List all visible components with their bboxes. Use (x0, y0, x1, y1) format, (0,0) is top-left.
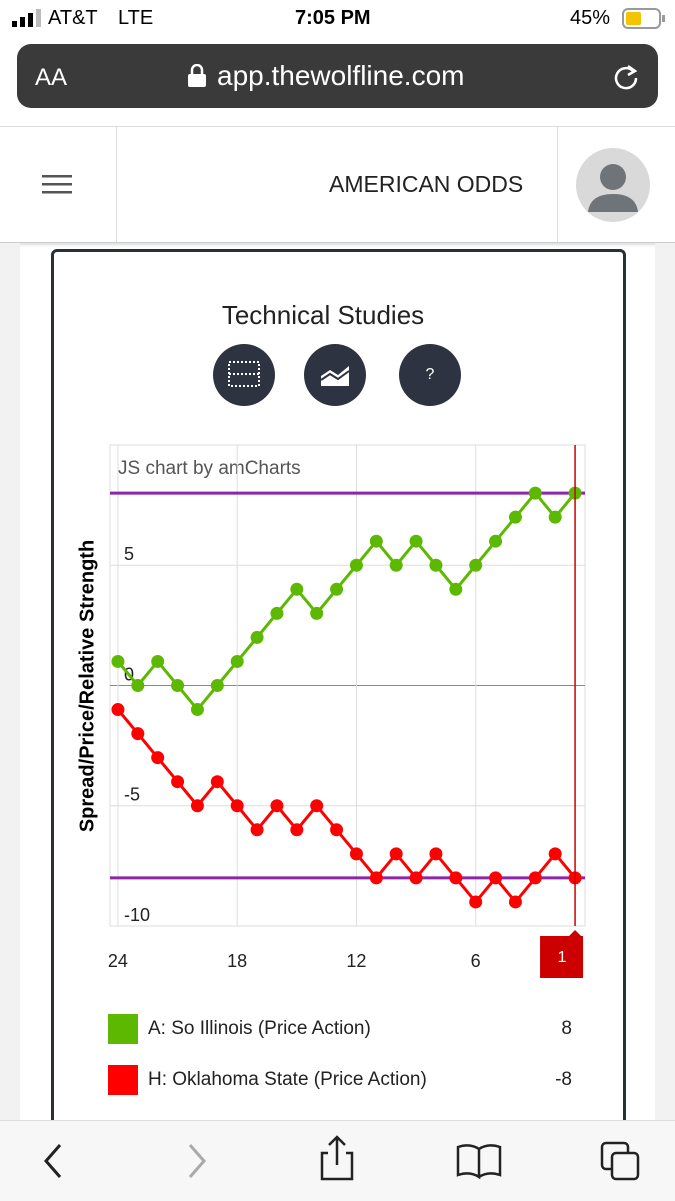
bookmarks-button[interactable] (456, 1144, 502, 1180)
data-point (508, 510, 522, 524)
data-point (270, 606, 284, 620)
reload-icon[interactable] (611, 62, 641, 92)
text-size-button[interactable]: AA (35, 64, 68, 91)
data-point (469, 895, 483, 909)
series-line (116, 490, 577, 712)
app-header: AMERICAN ODDS (0, 126, 675, 243)
share-button[interactable] (320, 1135, 354, 1181)
data-point (111, 703, 125, 717)
data-point (349, 847, 363, 861)
toolbar-icons (44, 1135, 640, 1181)
cursor-label-box (540, 930, 584, 978)
toolbar-button[interactable]: ? (399, 344, 461, 406)
data-point (250, 823, 264, 837)
y-tick-label: -10 (124, 905, 150, 925)
profile-cell[interactable] (557, 127, 675, 242)
data-point (270, 799, 284, 813)
toolbar-button[interactable] (304, 344, 366, 406)
data-point (489, 871, 503, 885)
menu-icon[interactable] (42, 175, 72, 195)
legend-swatch (108, 1065, 138, 1095)
lock-icon (188, 64, 206, 87)
data-point (389, 558, 403, 572)
battery-icon (622, 8, 665, 29)
url[interactable]: app.thewolfline.com (217, 60, 465, 91)
legend-value: 8 (561, 1018, 572, 1039)
x-tick-label: 18 (227, 951, 247, 971)
header-title: AMERICAN ODDS (329, 171, 524, 197)
data-point (131, 679, 145, 692)
legend-value: -8 (555, 1069, 572, 1090)
help-button-label[interactable]: ? (426, 366, 435, 383)
menu-button[interactable] (0, 127, 117, 242)
data-point (389, 847, 403, 861)
data-point (409, 871, 423, 885)
data-point (190, 799, 204, 813)
legend-label: H: Oklahoma State (Price Action) (148, 1069, 427, 1090)
data-point (310, 606, 324, 620)
data-point (151, 654, 165, 668)
time: 7:05 PM (295, 7, 371, 29)
browser-toolbar (0, 1120, 675, 1201)
data-point (250, 630, 264, 644)
data-point (449, 582, 463, 596)
x-tick-label: 6 (471, 951, 481, 971)
data-point (489, 534, 503, 548)
x-tick-label: 24 (108, 951, 128, 971)
legend-label: A: So Illinois (Price Action) (148, 1018, 371, 1039)
data-point (131, 727, 145, 741)
chart-title: Technical Studies (222, 300, 424, 330)
data-point (230, 654, 244, 668)
data-point (210, 775, 224, 789)
chart: Technical Studies ? JS chart by amCharts… (76, 300, 586, 1095)
data-point (469, 558, 483, 572)
url-bar[interactable]: AA app.thewolfline.com (17, 44, 658, 108)
data-point (429, 558, 443, 572)
x-tick-label: 12 (346, 951, 366, 971)
data-point (429, 847, 443, 861)
carrier: AT&T (48, 7, 98, 29)
data-point (290, 582, 304, 596)
y-tick-label: -5 (124, 785, 140, 805)
data-point (369, 534, 383, 548)
data-point (409, 534, 423, 548)
data-point (151, 751, 165, 765)
data-point (230, 799, 244, 813)
tabs-button[interactable] (600, 1141, 640, 1181)
data-point (369, 871, 383, 885)
side-strip (655, 243, 675, 1120)
data-point (548, 847, 562, 861)
data-point (111, 654, 125, 668)
data-point (548, 510, 562, 524)
back-button[interactable] (44, 1144, 62, 1178)
side-strip (0, 243, 20, 1120)
data-point (528, 871, 542, 885)
status-bar: AT&T LTE 7:05 PM 45% (0, 0, 675, 40)
legend-swatch (108, 1014, 138, 1044)
data-point (349, 558, 363, 572)
avatar[interactable] (576, 148, 650, 222)
data-point (190, 703, 204, 717)
data-point (210, 679, 224, 692)
forward-button[interactable] (188, 1144, 206, 1178)
y-tick-label: 5 (124, 544, 134, 564)
data-point (508, 895, 522, 909)
cursor-label: 1 (558, 949, 567, 966)
y-axis-label: Spread/Price/Relative Strength (76, 540, 98, 832)
data-point (528, 486, 542, 500)
data-point (290, 823, 304, 837)
data-point (330, 823, 344, 837)
battery-level: 45% (570, 7, 611, 29)
network: LTE (118, 7, 154, 29)
toolbar-button[interactable] (213, 344, 275, 406)
data-point (171, 775, 185, 789)
data-point (171, 679, 185, 692)
data-point (310, 799, 324, 813)
signal-icon (12, 9, 41, 27)
data-point (330, 582, 344, 596)
chart-credit: JS chart by amCharts (118, 458, 301, 479)
data-point (449, 871, 463, 885)
